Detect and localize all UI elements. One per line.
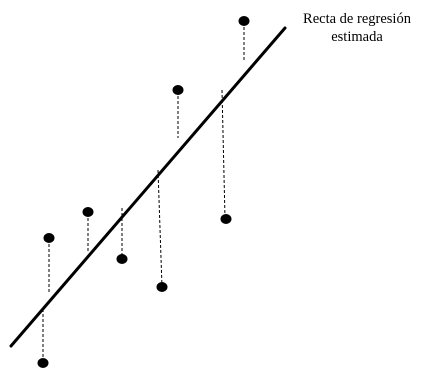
residual-5 — [157, 169, 163, 288]
data-point-6 — [172, 85, 184, 95]
data-points — [37, 16, 250, 368]
data-point-2 — [43, 233, 55, 243]
regression-line-label: Recta de regresión estimada — [282, 10, 428, 46]
regression-line — [9, 26, 287, 348]
residual-7 — [221, 89, 226, 219]
data-point-3 — [82, 207, 94, 217]
data-point-1 — [37, 358, 49, 368]
data-point-7 — [220, 214, 232, 224]
residuals — [42, 22, 245, 362]
data-point-8 — [238, 16, 250, 26]
regression-line-label-line2: estimada — [331, 29, 383, 45]
data-point-5 — [156, 282, 168, 292]
regression-line-label-line1: Recta de regresión — [303, 11, 411, 27]
data-point-4 — [116, 254, 128, 264]
